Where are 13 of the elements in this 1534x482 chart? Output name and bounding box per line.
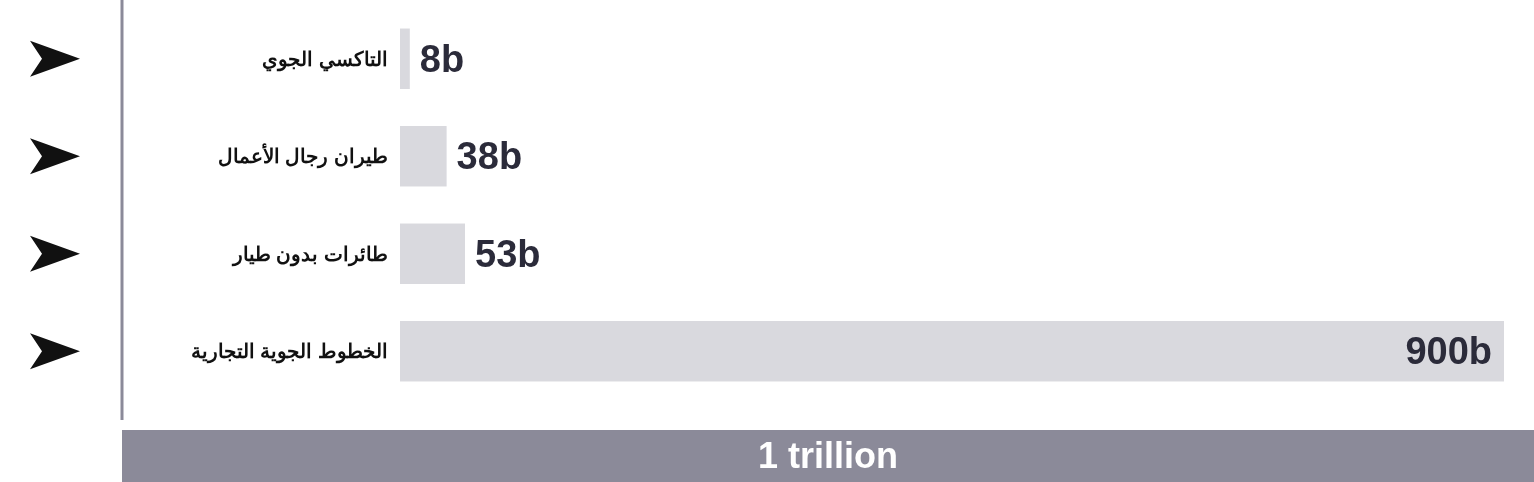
bar [400,223,466,284]
bar [400,126,447,187]
text: 1 trillion [757,435,899,476]
data-label: 900b [1405,330,1492,373]
data-label: 53b [475,232,541,275]
y-tick-label: طائرات بدون طيار [230,242,388,267]
bar [400,28,410,89]
y-tick-label: طيران رجال الأعمال [217,143,388,170]
data-label: 38b [456,135,523,178]
data-label: 8b [419,37,465,80]
y-tick-label: الخطوط الجوية التجارية [190,340,388,365]
y-tick-label: التاكسي الجوي [262,47,388,72]
bar [400,321,1504,382]
